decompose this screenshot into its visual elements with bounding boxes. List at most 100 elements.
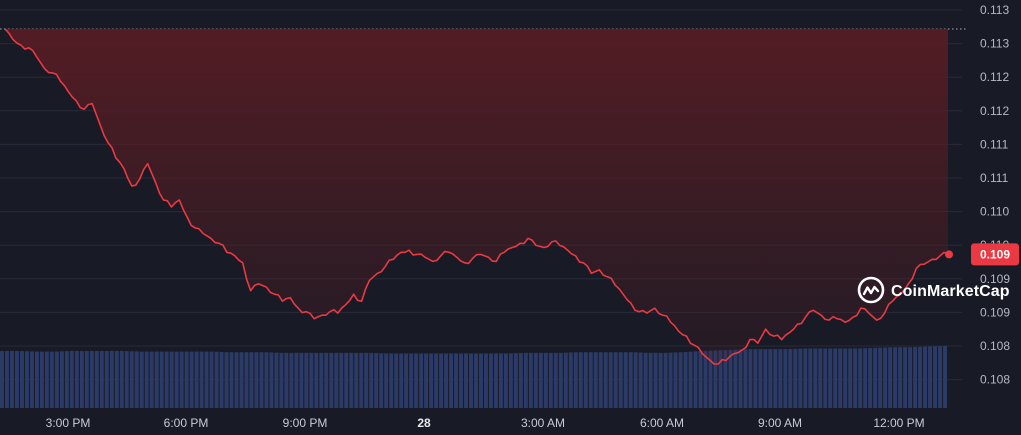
volume-bar <box>224 352 229 408</box>
volume-bar <box>603 352 608 408</box>
y-axis: 0.1130.1130.1120.1120.1110.1110.1100.110… <box>980 3 1010 387</box>
volume-bar <box>94 350 99 408</box>
volume-bar <box>843 348 848 408</box>
volume-bar <box>648 352 653 408</box>
volume-bar <box>149 351 154 408</box>
volume-bar <box>44 351 49 408</box>
volume-bar <box>923 346 928 408</box>
y-tick-label: 0.108 <box>980 339 1010 353</box>
volume-bar <box>623 352 628 408</box>
volume-bar <box>4 350 9 408</box>
volume-bar <box>199 351 204 408</box>
volume-bar <box>928 346 933 408</box>
volume-bar <box>553 352 558 408</box>
volume-bar <box>568 352 573 408</box>
volume-bar <box>434 353 439 408</box>
volume-bar <box>129 351 134 408</box>
volume-bar <box>114 350 119 408</box>
current-price-label: 0.109 <box>980 247 1010 261</box>
volume-bar <box>444 353 449 408</box>
volume-bar <box>573 352 578 408</box>
volume-bar <box>503 353 508 408</box>
volume-bar <box>294 352 299 408</box>
volume-bar <box>29 351 34 408</box>
volume-bar <box>219 351 224 408</box>
volume-bar <box>713 350 718 408</box>
volume-bar <box>334 352 339 408</box>
x-tick-label: 6:00 AM <box>640 416 684 430</box>
volume-bar <box>284 352 289 408</box>
x-tick-label: 3:00 PM <box>46 416 91 430</box>
volume-bar <box>154 351 159 408</box>
volume-bar <box>863 348 868 408</box>
y-tick-label: 0.112 <box>980 70 1009 84</box>
volume-bar <box>454 353 459 408</box>
volume-bar <box>314 352 319 408</box>
volume-bar <box>718 350 723 408</box>
volume-bar <box>918 346 923 408</box>
volume-bar <box>204 351 209 408</box>
price-series <box>4 28 949 365</box>
volume-bar <box>79 350 84 408</box>
volume-bar <box>399 353 404 408</box>
volume-bar <box>259 352 264 408</box>
volume-bar <box>309 352 314 408</box>
volume-bar <box>868 348 873 408</box>
volume-bar <box>14 350 19 408</box>
volume-bar <box>89 350 94 408</box>
volume-bar <box>823 348 828 408</box>
volume-bar <box>853 348 858 408</box>
volume-bar <box>264 352 269 408</box>
volume-bar <box>409 353 414 408</box>
volume-bar <box>748 349 753 408</box>
volume-bar <box>174 351 179 408</box>
volume-bar <box>548 352 553 408</box>
y-tick-label: 0.109 <box>980 305 1010 319</box>
volume-bar <box>908 347 913 408</box>
volume-bar <box>319 352 324 408</box>
volume-bar <box>209 351 214 408</box>
price-area-fill <box>5 28 948 365</box>
volume-bar <box>214 351 219 408</box>
volume-bar <box>838 348 843 408</box>
volume-bar <box>628 352 633 408</box>
volume-bar <box>588 352 593 408</box>
volume-bar <box>59 351 64 408</box>
volume-bar <box>813 348 818 408</box>
volume-bar <box>488 353 493 408</box>
volume-bar <box>54 351 59 408</box>
volume-bar <box>384 353 389 408</box>
volume-bar <box>658 352 663 408</box>
volume-bar <box>69 350 74 408</box>
volume-bar <box>64 351 69 408</box>
volume-bar <box>104 350 109 408</box>
volume-bar <box>583 352 588 408</box>
volume-bars <box>0 346 947 408</box>
volume-bar <box>518 352 523 408</box>
volume-bar <box>404 353 409 408</box>
volume-bar <box>34 351 39 408</box>
volume-bar <box>543 352 548 408</box>
volume-bar <box>134 351 139 408</box>
volume-bar <box>613 352 618 408</box>
volume-bar <box>304 352 309 408</box>
volume-bar <box>698 350 703 408</box>
x-tick-label: 28 <box>417 416 431 430</box>
volume-bar <box>9 350 14 408</box>
volume-bar <box>533 352 538 408</box>
volume-bar <box>743 349 748 408</box>
volume-bar <box>74 350 79 408</box>
y-tick-label: 0.113 <box>980 3 1009 17</box>
volume-bar <box>893 347 898 408</box>
volume-bar <box>848 348 853 408</box>
volume-bar <box>249 352 254 408</box>
y-tick-label: 0.113 <box>980 37 1009 51</box>
volume-bar <box>374 353 379 408</box>
volume-bar <box>688 351 693 408</box>
volume-bar <box>633 352 638 408</box>
volume-bar <box>943 346 947 408</box>
volume-bar <box>234 352 239 408</box>
volume-bar <box>0 350 4 408</box>
x-tick-label: 3:00 AM <box>521 416 565 430</box>
